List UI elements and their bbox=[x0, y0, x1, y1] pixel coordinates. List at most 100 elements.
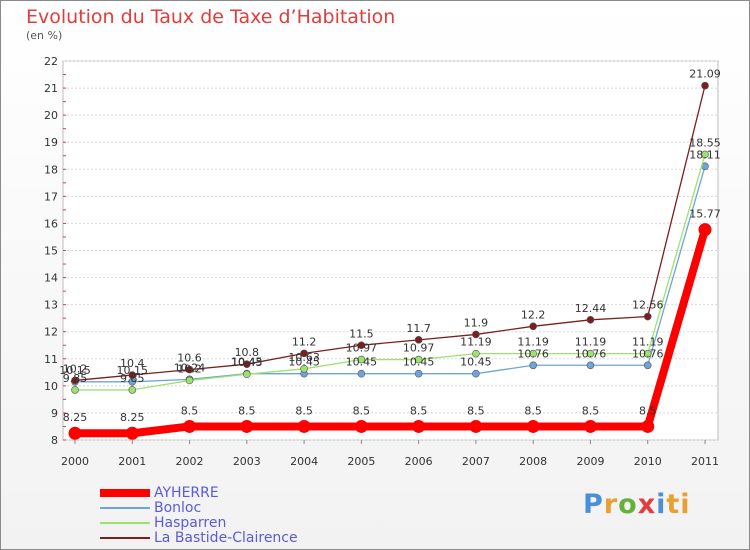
data-label: 12.56 bbox=[632, 299, 664, 312]
x-tick-label: 2000 bbox=[61, 455, 89, 468]
data-label: 8.5 bbox=[524, 404, 542, 417]
data-label: 18.11 bbox=[689, 148, 721, 161]
data-label: 10.15 bbox=[117, 364, 149, 377]
data-label: 10.76 bbox=[632, 347, 664, 360]
x-tick-label: 2003 bbox=[233, 455, 261, 468]
x-tick-label: 2007 bbox=[462, 455, 490, 468]
data-label: 8.5 bbox=[410, 404, 428, 417]
y-tick-label: 16 bbox=[44, 217, 58, 230]
series-line bbox=[71, 225, 709, 438]
y-tick-label: 20 bbox=[44, 109, 58, 122]
data-point bbox=[586, 349, 595, 358]
data-point bbox=[414, 355, 423, 364]
data-point bbox=[357, 341, 366, 350]
data-label: 8.5 bbox=[639, 404, 657, 417]
data-label: 21.09 bbox=[689, 68, 721, 81]
data-label: 10.43 bbox=[231, 356, 263, 369]
data-label: 11.7 bbox=[406, 322, 431, 335]
data-point bbox=[71, 386, 79, 394]
data-label: 10.97 bbox=[403, 342, 435, 355]
legend-swatch bbox=[100, 522, 150, 524]
data-point bbox=[243, 370, 251, 379]
data-label: 15.77 bbox=[689, 208, 721, 221]
y-tick-label: 10 bbox=[44, 380, 58, 393]
x-tick-label: 2010 bbox=[634, 455, 662, 468]
data-point bbox=[701, 81, 709, 90]
data-point bbox=[643, 349, 652, 358]
data-point bbox=[185, 365, 194, 374]
data-label: 10.24 bbox=[174, 361, 206, 374]
data-label: 8.5 bbox=[582, 404, 600, 417]
data-label: 8.5 bbox=[295, 404, 313, 417]
data-label: 10.6 bbox=[177, 352, 202, 365]
data-label: 11.2 bbox=[292, 335, 317, 348]
legend-label: La Bastide-Clairence bbox=[154, 530, 298, 546]
y-tick-label: 18 bbox=[44, 163, 58, 176]
data-label: 12.2 bbox=[521, 308, 546, 321]
data-point bbox=[300, 349, 308, 358]
data-label: 10.45 bbox=[403, 356, 435, 369]
data-point bbox=[125, 426, 139, 440]
data-label: 8.5 bbox=[238, 404, 256, 417]
x-tick-label: 2004 bbox=[290, 455, 318, 468]
legend-item: La Bastide-Clairence bbox=[100, 531, 360, 546]
data-label: 9.85 bbox=[63, 372, 88, 385]
legend-label: Hasparren bbox=[154, 515, 227, 531]
legend-swatch bbox=[100, 507, 150, 509]
legend-item: Bonloc bbox=[100, 501, 360, 516]
data-label: 12.44 bbox=[575, 302, 607, 315]
data-point bbox=[472, 330, 480, 339]
data-point bbox=[128, 371, 137, 379]
data-point bbox=[183, 419, 197, 433]
data-label: 11.5 bbox=[349, 327, 374, 340]
x-tick-label: 2009 bbox=[576, 455, 604, 468]
data-point bbox=[529, 361, 537, 370]
data-point bbox=[586, 316, 595, 324]
data-label: 18.55 bbox=[689, 136, 721, 149]
data-label: 11.19 bbox=[632, 336, 664, 349]
legend-swatch bbox=[100, 537, 150, 539]
data-point bbox=[68, 426, 82, 440]
y-tick-label: 14 bbox=[44, 272, 58, 285]
data-point bbox=[701, 150, 709, 159]
legend-item: AYHERRE bbox=[100, 486, 360, 501]
data-point bbox=[412, 419, 426, 433]
proxiti-logo: Proxiti bbox=[583, 489, 691, 520]
y-tick-label: 21 bbox=[44, 82, 58, 95]
chart-title: Evolution du Taux de Taxe d’Habitation bbox=[26, 6, 396, 28]
data-label: 10.15 bbox=[59, 364, 91, 377]
chart-legend: AYHERRE Bonloc Hasparren La Bastide-Clairen… bbox=[100, 486, 360, 546]
data-label: 10.76 bbox=[517, 347, 549, 360]
legend-item: Hasparren bbox=[100, 516, 360, 531]
data-point bbox=[586, 361, 595, 370]
data-label: 8.5 bbox=[353, 404, 371, 417]
series-line bbox=[74, 84, 706, 382]
data-label: 8.5 bbox=[467, 404, 485, 417]
x-tick-label: 2006 bbox=[405, 455, 433, 468]
data-point bbox=[643, 361, 652, 370]
data-point bbox=[529, 349, 537, 358]
data-label: 10.45 bbox=[231, 356, 263, 369]
data-point bbox=[641, 419, 655, 433]
data-point bbox=[243, 360, 251, 369]
legend-label: Bonloc bbox=[154, 500, 202, 516]
y-tick-label: 22 bbox=[44, 55, 58, 68]
data-label: 10.2 bbox=[63, 362, 88, 375]
y-tick-label: 15 bbox=[44, 245, 58, 258]
y-tick-label: 19 bbox=[44, 136, 58, 149]
data-point bbox=[357, 355, 366, 364]
data-label: 10.2 bbox=[177, 362, 202, 375]
series-line bbox=[74, 153, 706, 391]
chart-subtitle: (en %) bbox=[26, 29, 63, 42]
data-point bbox=[354, 419, 368, 433]
data-label: 10.45 bbox=[288, 356, 320, 369]
y-tick-label: 11 bbox=[44, 353, 58, 366]
data-label: 11.9 bbox=[464, 316, 489, 329]
data-label: 8.25 bbox=[120, 411, 145, 424]
data-point bbox=[414, 369, 423, 378]
data-point bbox=[414, 336, 423, 344]
y-tick-label: 12 bbox=[44, 326, 58, 339]
data-point bbox=[185, 376, 194, 385]
data-label: 8.25 bbox=[63, 411, 88, 424]
